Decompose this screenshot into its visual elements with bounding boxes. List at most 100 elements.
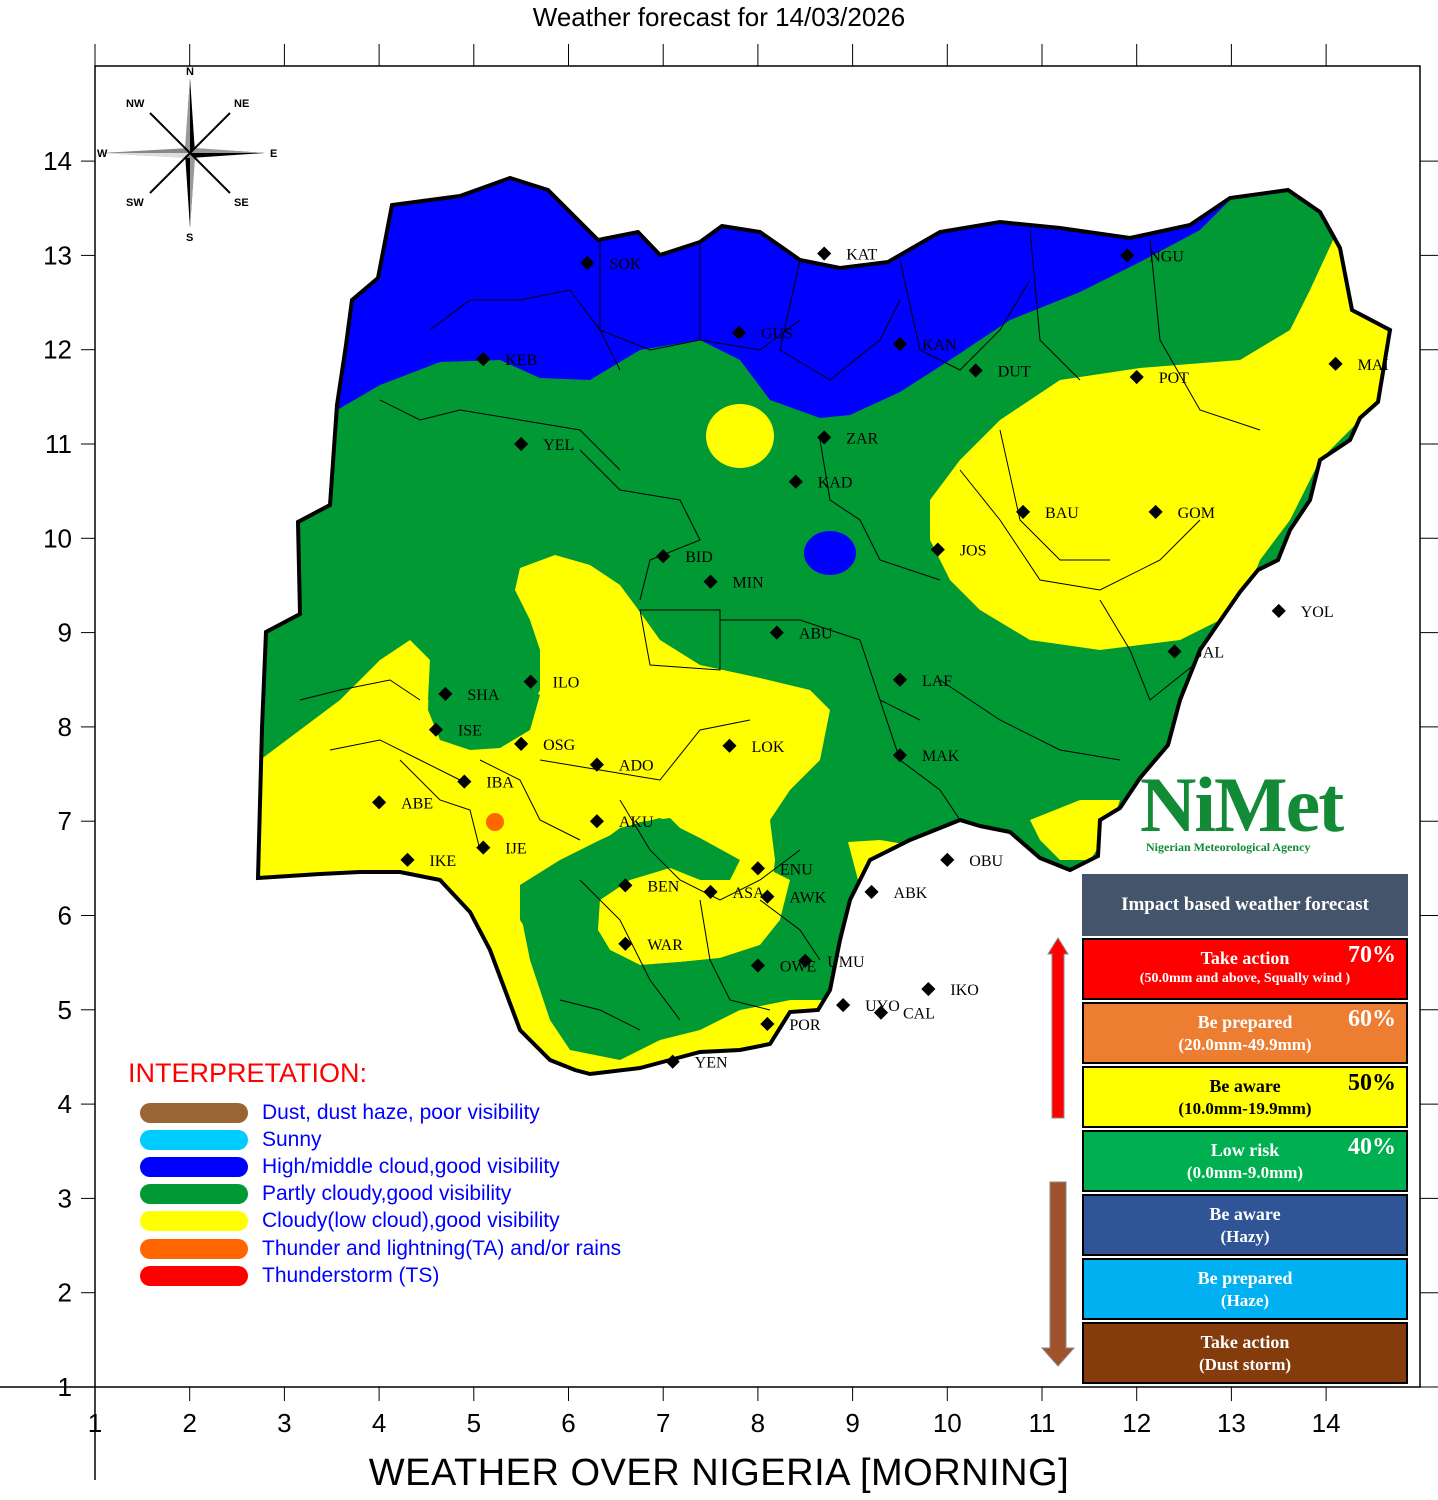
station-abe: ABE bbox=[372, 795, 433, 812]
station-jal: JAL bbox=[1167, 644, 1225, 661]
station-marker bbox=[1271, 603, 1286, 618]
y-tick-label: 6 bbox=[58, 901, 72, 931]
impact-level-detail: (50.0mm and above, Squally wind ) bbox=[1139, 971, 1351, 986]
x-tick-label: 12 bbox=[1122, 1408, 1151, 1438]
station-sha: SHA bbox=[438, 686, 500, 704]
legend-item: Sunny bbox=[128, 1126, 748, 1153]
station-ngu: NGU bbox=[1120, 248, 1184, 265]
legend-swatch bbox=[140, 1265, 248, 1286]
y-tick-label: 14 bbox=[43, 146, 72, 176]
impact-level: Take action (50.0mm and above, Squally wi… bbox=[1082, 938, 1408, 1000]
y-tick-label: 1 bbox=[58, 1372, 72, 1402]
station-label: IKO bbox=[950, 982, 978, 999]
station-label: NGU bbox=[1149, 248, 1184, 265]
station-label: MAK bbox=[922, 748, 960, 765]
station-awk: AWK bbox=[760, 889, 827, 907]
x-tick-label: 10 bbox=[933, 1408, 962, 1438]
impact-level: Low risk (0.0mm-9.0mm) 40% bbox=[1082, 1130, 1408, 1192]
station-label: JAL bbox=[1197, 644, 1225, 661]
legend-swatch bbox=[140, 1129, 248, 1150]
compass-ne: NE bbox=[234, 98, 249, 110]
station-ike: IKE bbox=[400, 852, 456, 870]
station-marker bbox=[769, 625, 784, 640]
station-label: KAD bbox=[818, 475, 853, 492]
legend-label: Thunder and lightning(TA) and/or rains bbox=[262, 1236, 622, 1260]
legend-label: Thunderstorm (TS) bbox=[262, 1263, 440, 1287]
station-label: CAL bbox=[903, 1006, 935, 1023]
impact-level-detail: (20.0mm-49.9mm) bbox=[1178, 1035, 1312, 1054]
station-label: LAF bbox=[922, 673, 952, 690]
station-marker bbox=[760, 1016, 775, 1032]
x-tick-label: 6 bbox=[561, 1408, 575, 1438]
compass-rose: N S E W NE NW SE SW bbox=[97, 66, 277, 244]
station-marker bbox=[798, 953, 813, 968]
station-marker bbox=[836, 998, 851, 1013]
station-marker bbox=[514, 436, 529, 452]
legend-label: Sunny bbox=[262, 1127, 322, 1151]
logo-subtitle: Nigerian Meteorological Agency bbox=[1146, 840, 1311, 854]
y-tick-label: 8 bbox=[58, 712, 72, 742]
station-cal: CAL bbox=[873, 1005, 935, 1023]
station-iko: IKO bbox=[921, 981, 979, 999]
station-marker bbox=[703, 574, 718, 589]
y-tick-label: 9 bbox=[58, 618, 72, 648]
station-laf: LAF bbox=[892, 672, 952, 690]
station-marker bbox=[1120, 248, 1135, 263]
x-tick-label: 5 bbox=[467, 1408, 481, 1438]
x-tick-label: 3 bbox=[277, 1408, 291, 1438]
station-marker bbox=[372, 795, 387, 810]
station-kad: KAD bbox=[788, 474, 853, 492]
x-tick-label: 4 bbox=[372, 1408, 386, 1438]
station-label: ADO bbox=[619, 758, 654, 775]
legend-swatch bbox=[140, 1238, 248, 1259]
station-label: BEN bbox=[647, 878, 679, 895]
legend-label: Partly cloudy,good visibility bbox=[262, 1182, 512, 1206]
station-marker bbox=[921, 981, 936, 997]
station-ado: ADO bbox=[589, 757, 654, 775]
legend-swatch bbox=[140, 1102, 248, 1123]
station-label: ABK bbox=[894, 885, 928, 902]
station-label: YEN bbox=[695, 1055, 728, 1072]
compass-se: SE bbox=[234, 197, 249, 209]
station-label: OSG bbox=[543, 737, 575, 754]
station-label: WAR bbox=[647, 937, 683, 954]
station-dut: DUT bbox=[968, 363, 1031, 380]
station-jos: JOS bbox=[930, 542, 987, 560]
station-ije: IJE bbox=[476, 840, 527, 858]
legend-item: Thunder and lightning(TA) and/or rains bbox=[128, 1235, 748, 1262]
station-marker bbox=[892, 672, 908, 687]
station-label: SHA bbox=[467, 687, 499, 704]
station-marker bbox=[892, 336, 908, 352]
compass-s: S bbox=[186, 232, 193, 244]
compass-sw: SW bbox=[126, 197, 144, 209]
station-abu: ABU bbox=[769, 625, 833, 643]
station-marker bbox=[750, 861, 765, 876]
station-label: OBU bbox=[969, 853, 1003, 870]
station-zar: ZAR bbox=[817, 430, 879, 447]
station-mak: MAK bbox=[892, 748, 960, 765]
x-tick-label: 9 bbox=[845, 1408, 859, 1438]
station-label: GOM bbox=[1178, 505, 1215, 522]
legend-item: Dust, dust haze, poor visibility bbox=[128, 1099, 748, 1126]
legend-item: Thunderstorm (TS) bbox=[128, 1262, 748, 1289]
station-obu: OBU bbox=[940, 852, 1004, 870]
compass-w: W bbox=[97, 148, 108, 160]
station-yen: YEN bbox=[665, 1054, 728, 1072]
impact-level: Be aware (Hazy) bbox=[1082, 1194, 1408, 1256]
station-marker bbox=[722, 738, 737, 753]
station-label: YOL bbox=[1301, 604, 1334, 621]
impact-level-percent: 70% bbox=[1348, 942, 1396, 968]
station-label: POT bbox=[1159, 370, 1189, 387]
impact-level-title: Be prepared bbox=[1197, 1012, 1293, 1032]
y-tick-label: 4 bbox=[58, 1089, 72, 1119]
station-label: MIN bbox=[733, 575, 765, 592]
compass-nw: NW bbox=[126, 98, 145, 110]
station-marker bbox=[438, 686, 453, 701]
impact-header: Impact based weather forecast bbox=[1082, 874, 1408, 936]
x-tick-label: 8 bbox=[751, 1408, 765, 1438]
station-label: UYO bbox=[865, 998, 900, 1015]
impact-level-detail: (Haze) bbox=[1220, 1291, 1270, 1310]
station-label: ASA bbox=[733, 885, 765, 902]
x-tick-label: 1 bbox=[88, 1408, 102, 1438]
y-tick-label: 7 bbox=[58, 806, 72, 836]
